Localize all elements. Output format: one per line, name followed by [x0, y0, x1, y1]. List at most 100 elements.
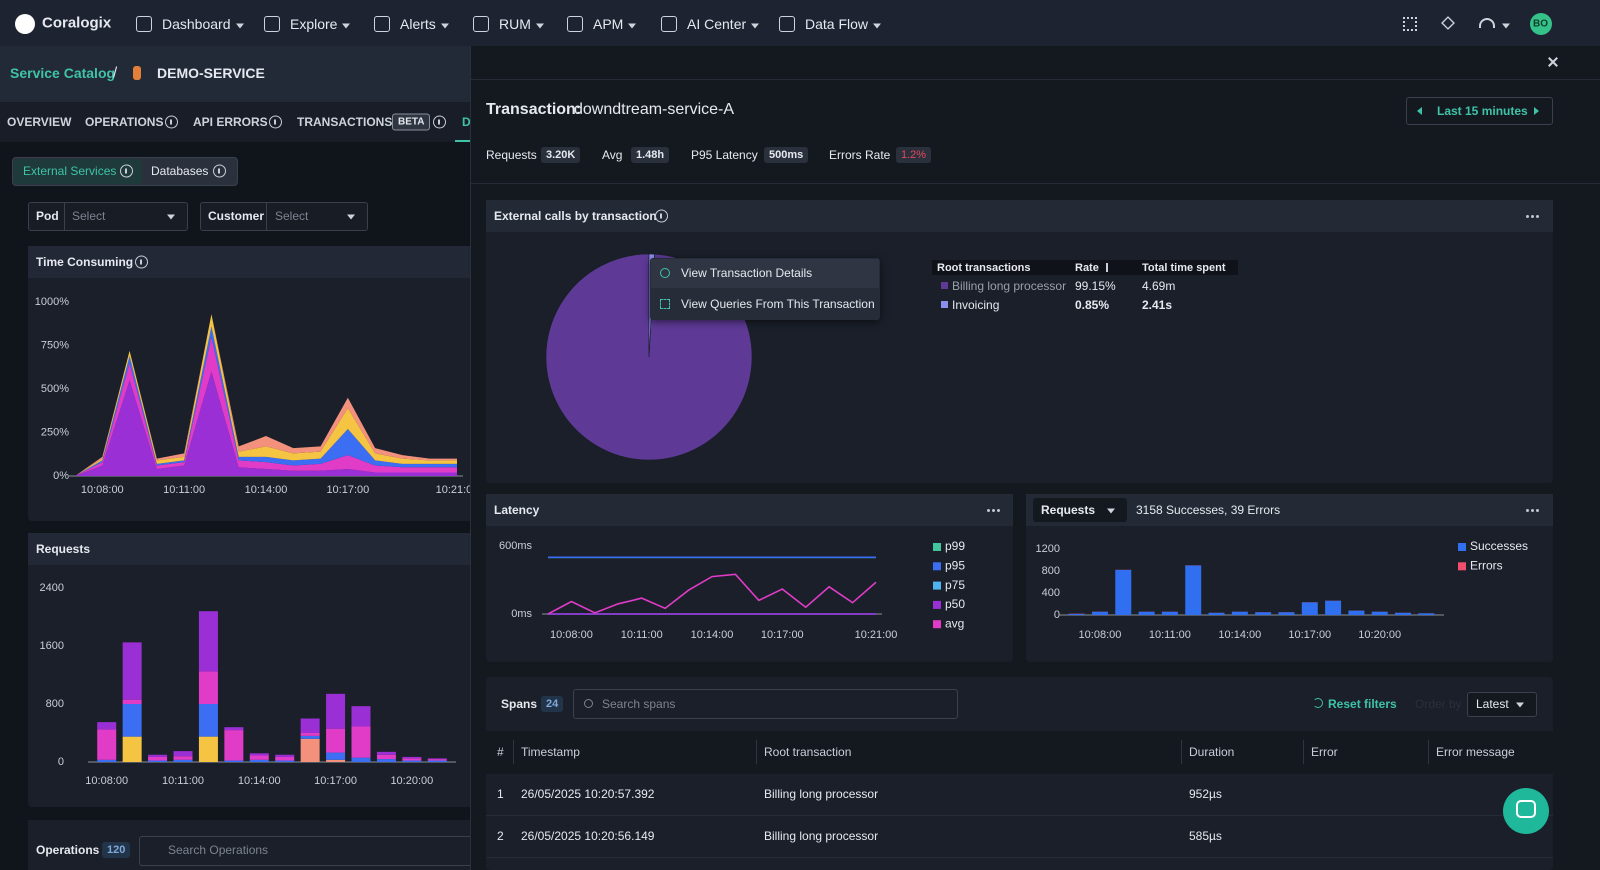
x-tick-label: 10:14:00 [1218, 629, 1261, 641]
summary: 3158 Successes, 39 Errors [1136, 503, 1281, 517]
requests-chart: 0 400 800 1200 10:08:00 10:11:00 10:14:00 10:17… [1036, 539, 1529, 641]
legend-swatch [1458, 562, 1466, 571]
chat-button[interactable] [1503, 788, 1549, 834]
row-name[interactable]: Invoicing [952, 298, 1000, 312]
next-arrow[interactable] [1534, 107, 1539, 115]
x-tick-label: 10:17:00 [326, 484, 369, 496]
toggle[interactable]: External Services [23, 164, 117, 178]
card-menu[interactable] [987, 509, 990, 512]
bar-segment [148, 756, 168, 761]
caret [873, 23, 881, 29]
logo[interactable]: Coralogix [42, 14, 112, 32]
info-icon [433, 115, 446, 129]
bar-segment [1138, 611, 1155, 615]
row-name[interactable]: Billing long processor [952, 279, 1067, 293]
card-header [486, 494, 1013, 526]
column-header: Total time spent [1142, 262, 1226, 274]
nav-item[interactable]: Data Flow [805, 16, 869, 32]
time-consuming-chart: 0% 250% 500% 750% 1000% 10:08:00 10:11:00 10:14… [35, 296, 470, 496]
bar-segment [1325, 600, 1342, 615]
card-menu[interactable] [1526, 215, 1529, 218]
bar-segment [249, 755, 269, 760]
tab[interactable]: OPERATIONS [85, 115, 164, 129]
legend-label: p75 [945, 578, 965, 592]
search-box[interactable] [139, 836, 470, 866]
bar-segment [1208, 612, 1225, 615]
bar-segment [275, 760, 295, 762]
caret [342, 23, 350, 29]
bar-segment [275, 756, 295, 761]
column-divider [756, 740, 757, 764]
stat-value: 1.48h [631, 147, 670, 163]
tab-active[interactable]: D [462, 115, 470, 129]
cell: 585µs [1189, 829, 1222, 843]
column-divider [1303, 740, 1304, 764]
toggle[interactable]: Databases [151, 164, 209, 178]
search-box[interactable] [573, 689, 958, 719]
nav-icon [567, 16, 583, 32]
filter[interactable] [28, 202, 188, 231]
transaction-name: downdtream-service-A [574, 101, 735, 118]
nav-icon [264, 16, 280, 32]
menu-item[interactable]: View Transaction Details [681, 266, 813, 280]
info-icon [213, 164, 226, 178]
bar-segment [198, 736, 218, 762]
column-header: # [497, 745, 504, 759]
area [75, 371, 457, 476]
tab[interactable]: API ERRORS [193, 115, 268, 129]
nav-item[interactable]: RUM [499, 16, 531, 32]
stat-value: 3.20K [541, 147, 581, 163]
nav-item[interactable]: APM [593, 16, 624, 32]
stat-label: P95 Latency [691, 148, 758, 162]
cell: Billing long processor [764, 787, 879, 801]
divider [64, 203, 65, 230]
prev-arrow[interactable] [1417, 107, 1422, 115]
divider [266, 203, 267, 230]
transaction-label: Transaction: [486, 101, 582, 118]
count-badge: 120 [102, 842, 131, 858]
sort-icon[interactable] [1106, 263, 1108, 272]
breadcrumb-link[interactable]: Service Catalog [10, 65, 116, 81]
x-tick-label: 10:08:00 [550, 629, 593, 641]
card-menu[interactable] [1526, 509, 1529, 512]
bar-segment [300, 735, 320, 739]
filter[interactable] [200, 202, 368, 231]
bar-segment [427, 759, 447, 761]
bar-segment [1301, 602, 1318, 615]
nav-icon [473, 16, 489, 32]
legend-swatch [941, 301, 948, 308]
help-icon[interactable] [1479, 18, 1495, 28]
nav-item[interactable]: AI Center [687, 16, 747, 32]
bar-segment [326, 752, 346, 760]
reset-filters[interactable]: Reset filters [1328, 697, 1397, 711]
bar-segment [376, 759, 396, 762]
row-total: 2.41s [1142, 298, 1173, 312]
bar-segment [224, 730, 244, 761]
apps-icon[interactable] [1403, 17, 1417, 31]
menu-item[interactable]: View Queries From This Transaction [681, 297, 875, 311]
y-tick-label: 800 [46, 698, 64, 710]
bar-segment [1161, 611, 1178, 615]
tab[interactable]: OVERVIEW [7, 115, 72, 129]
nav-item[interactable]: Alerts [400, 16, 436, 32]
info-icon [165, 115, 178, 129]
nav-item[interactable]: Explore [290, 16, 338, 32]
menu-icon [660, 268, 670, 278]
order-dropdown[interactable] [1467, 692, 1537, 717]
nav-item[interactable]: Dashboard [162, 16, 231, 32]
bar-segment [173, 759, 193, 762]
breadcrumb-bar [0, 46, 470, 102]
search-icon [584, 699, 593, 708]
column-divider [1181, 740, 1182, 764]
bar-segment [173, 756, 193, 760]
bar-segment [427, 760, 447, 762]
y-tick-label: 0 [58, 756, 64, 768]
row-divider [486, 815, 1553, 816]
avatar[interactable] [1530, 13, 1552, 35]
time-range-button[interactable] [1406, 97, 1553, 125]
tab-underline [455, 140, 470, 142]
table-header [932, 260, 1238, 275]
tab[interactable]: TRANSACTIONS [297, 115, 393, 129]
nav-icon [136, 16, 152, 32]
x-tick-label: 10:08:00 [81, 484, 124, 496]
